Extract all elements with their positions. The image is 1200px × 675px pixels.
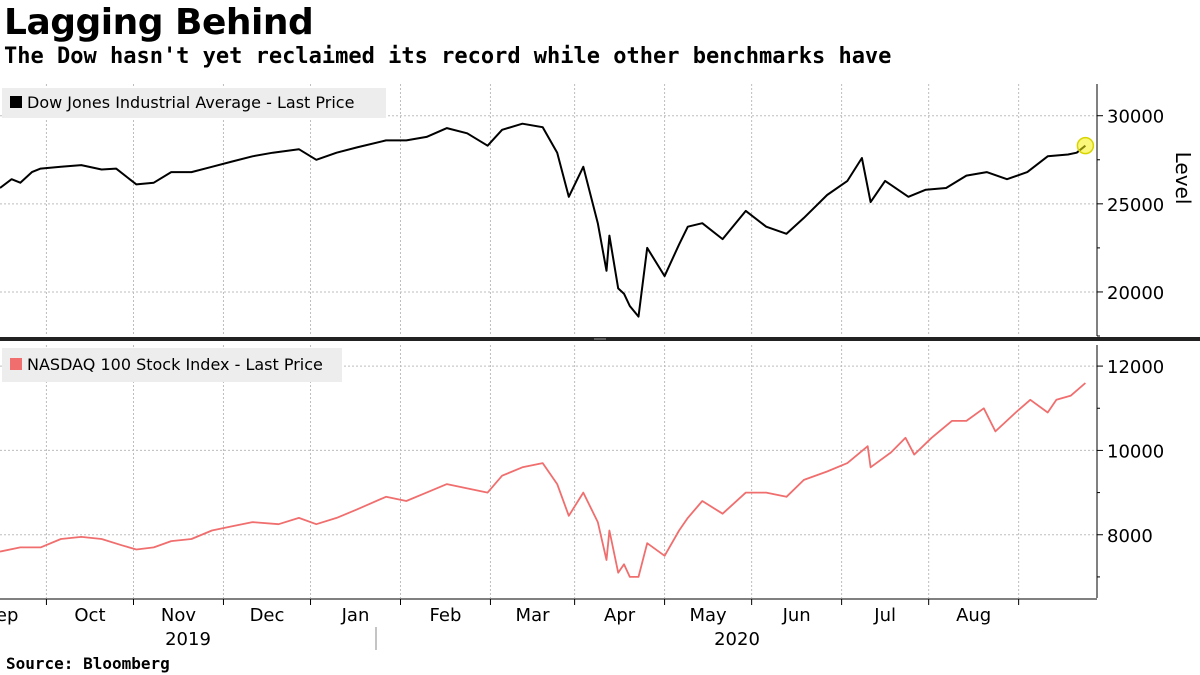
x-tick-label: Sep xyxy=(0,605,18,626)
x-tick-label: Dec xyxy=(250,605,285,626)
y-tick-label: 12000 xyxy=(1107,357,1164,378)
last-value-marker xyxy=(1076,136,1095,155)
legend-swatch-nasdaq xyxy=(10,358,22,370)
y-tick-label: 25000 xyxy=(1107,195,1164,216)
legend-label-dow: Dow Jones Industrial Average - Last Pric… xyxy=(27,93,354,112)
x-tick-label: Jun xyxy=(782,605,811,626)
x-tick-label: Jul xyxy=(873,605,896,626)
x-tick-label: Mar xyxy=(516,605,551,626)
legend-dow: Dow Jones Industrial Average - Last Pric… xyxy=(2,88,386,118)
y-axis-label-dow: Level xyxy=(1171,152,1195,205)
legend-label-nasdaq: NASDAQ 100 Stock Index - Last Price xyxy=(27,355,323,374)
series-line-dow xyxy=(0,122,1087,318)
chart-subtitle: The Dow hasn't yet reclaimed its record … xyxy=(4,44,892,69)
legend-nasdaq: NASDAQ 100 Stock Index - Last Price xyxy=(2,348,342,382)
x-tick-label: Feb xyxy=(430,605,462,626)
x-tick-label: Aug xyxy=(956,605,991,626)
legend-swatch-dow xyxy=(10,96,22,108)
x-tick-label: Nov xyxy=(161,605,196,626)
y-tick-label: 30000 xyxy=(1107,107,1164,128)
y-tick-label: 20000 xyxy=(1107,283,1164,304)
x-tick-label: Oct xyxy=(74,605,105,626)
x-tick-label: Jan xyxy=(341,605,370,626)
x-tick-label: May xyxy=(690,605,728,626)
year-label-2020: 2020 xyxy=(714,629,760,650)
chart-title: Lagging Behind xyxy=(4,2,314,43)
series-line-nasdaq xyxy=(0,382,1086,578)
year-label-2019: 2019 xyxy=(165,629,211,650)
y-tick-label: 10000 xyxy=(1107,441,1164,462)
source-note: Source: Bloomberg xyxy=(6,654,170,673)
x-tick-label: Apr xyxy=(604,605,636,626)
y-tick-label: 8000 xyxy=(1107,526,1153,547)
